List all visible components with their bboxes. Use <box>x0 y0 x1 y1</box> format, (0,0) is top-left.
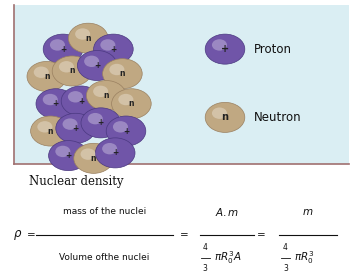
Text: Neutron: Neutron <box>254 111 301 124</box>
Circle shape <box>88 113 103 124</box>
Circle shape <box>113 121 128 133</box>
Text: Nuclear density: Nuclear density <box>29 175 123 188</box>
Bar <box>14 5 349 164</box>
Text: +: + <box>78 97 84 105</box>
Circle shape <box>43 34 83 64</box>
Circle shape <box>37 121 53 133</box>
Text: $\pi R_0^3$: $\pi R_0^3$ <box>294 250 314 266</box>
Circle shape <box>86 81 126 111</box>
Text: n: n <box>85 34 91 43</box>
Circle shape <box>34 67 49 78</box>
Text: +: + <box>65 151 72 160</box>
Circle shape <box>118 94 133 105</box>
Text: $m$: $m$ <box>302 207 314 216</box>
Text: 4: 4 <box>283 243 288 251</box>
Circle shape <box>93 86 108 97</box>
Circle shape <box>27 61 67 91</box>
Text: +: + <box>53 99 59 108</box>
Text: mass of the nuclei: mass of the nuclei <box>63 207 146 216</box>
Circle shape <box>205 34 245 64</box>
Circle shape <box>31 116 70 146</box>
Text: n: n <box>69 67 75 75</box>
Circle shape <box>43 94 58 105</box>
Text: =: = <box>27 230 36 240</box>
Text: n: n <box>44 72 50 81</box>
Circle shape <box>212 108 227 119</box>
Circle shape <box>84 56 99 67</box>
Text: n: n <box>129 99 134 108</box>
Circle shape <box>36 89 76 119</box>
Circle shape <box>212 39 227 51</box>
Text: +: + <box>123 127 129 135</box>
Text: Proton: Proton <box>254 43 292 56</box>
Text: +: + <box>112 149 118 157</box>
Text: n: n <box>120 69 125 78</box>
Circle shape <box>102 143 117 154</box>
Text: =: = <box>180 230 189 240</box>
Circle shape <box>112 89 151 119</box>
Circle shape <box>56 113 95 143</box>
Text: +: + <box>110 45 117 54</box>
Text: 3: 3 <box>283 265 288 273</box>
Circle shape <box>100 39 115 51</box>
Circle shape <box>81 108 121 138</box>
Circle shape <box>68 23 108 53</box>
Text: 4: 4 <box>203 243 208 251</box>
Text: +: + <box>221 44 229 54</box>
Text: $\pi R_0^3 A$: $\pi R_0^3 A$ <box>214 250 241 266</box>
Circle shape <box>109 64 125 75</box>
Text: +: + <box>60 45 66 54</box>
Circle shape <box>106 116 146 146</box>
Circle shape <box>95 138 135 168</box>
Text: +: + <box>94 61 100 70</box>
Circle shape <box>94 34 133 64</box>
Circle shape <box>81 149 96 160</box>
Circle shape <box>49 141 88 171</box>
Text: +: + <box>72 124 79 133</box>
Circle shape <box>52 56 92 86</box>
Circle shape <box>205 102 245 132</box>
Circle shape <box>75 28 90 40</box>
Text: $A.m$: $A.m$ <box>215 206 239 218</box>
Circle shape <box>63 118 78 130</box>
Text: 3: 3 <box>203 265 208 273</box>
Circle shape <box>103 59 142 89</box>
Circle shape <box>61 86 101 116</box>
Circle shape <box>74 143 113 173</box>
Text: n: n <box>91 154 96 163</box>
Text: n: n <box>48 127 53 135</box>
Text: n: n <box>103 91 109 100</box>
Text: +: + <box>98 118 104 127</box>
Circle shape <box>68 91 83 103</box>
Circle shape <box>59 61 74 73</box>
Circle shape <box>55 146 71 157</box>
Circle shape <box>50 39 65 51</box>
Text: Volume ofthe nuclei: Volume ofthe nuclei <box>59 254 150 262</box>
Text: n: n <box>221 112 229 122</box>
Text: $\rho$: $\rho$ <box>13 228 22 242</box>
Circle shape <box>77 51 117 81</box>
Text: =: = <box>257 230 266 240</box>
